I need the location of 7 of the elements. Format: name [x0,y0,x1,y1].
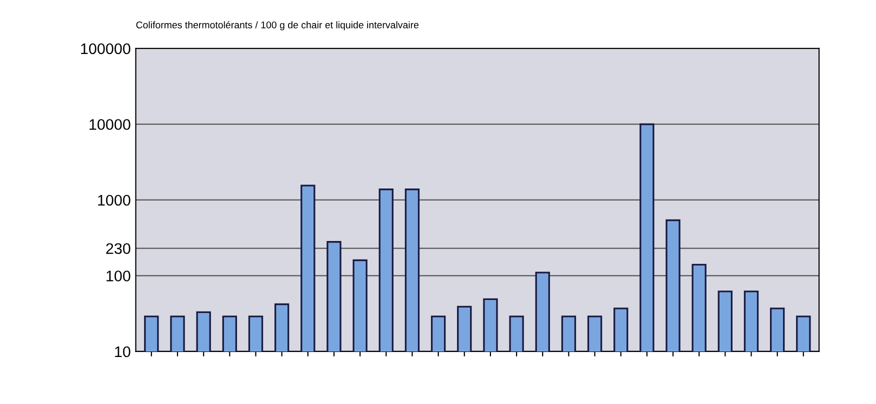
y-tick-label: 1000 [98,194,130,206]
y-tick-label: 10 [115,346,130,358]
chart-title: Coliformes thermotolérants / 100 g de chair et liquide intervalvaire [136,21,419,30]
y-tick-label: 100000 [81,43,130,54]
y-tick-label: 10000 [90,119,130,130]
y-tick-label: 230 [106,243,130,254]
y-tick-label: 100 [106,270,130,282]
